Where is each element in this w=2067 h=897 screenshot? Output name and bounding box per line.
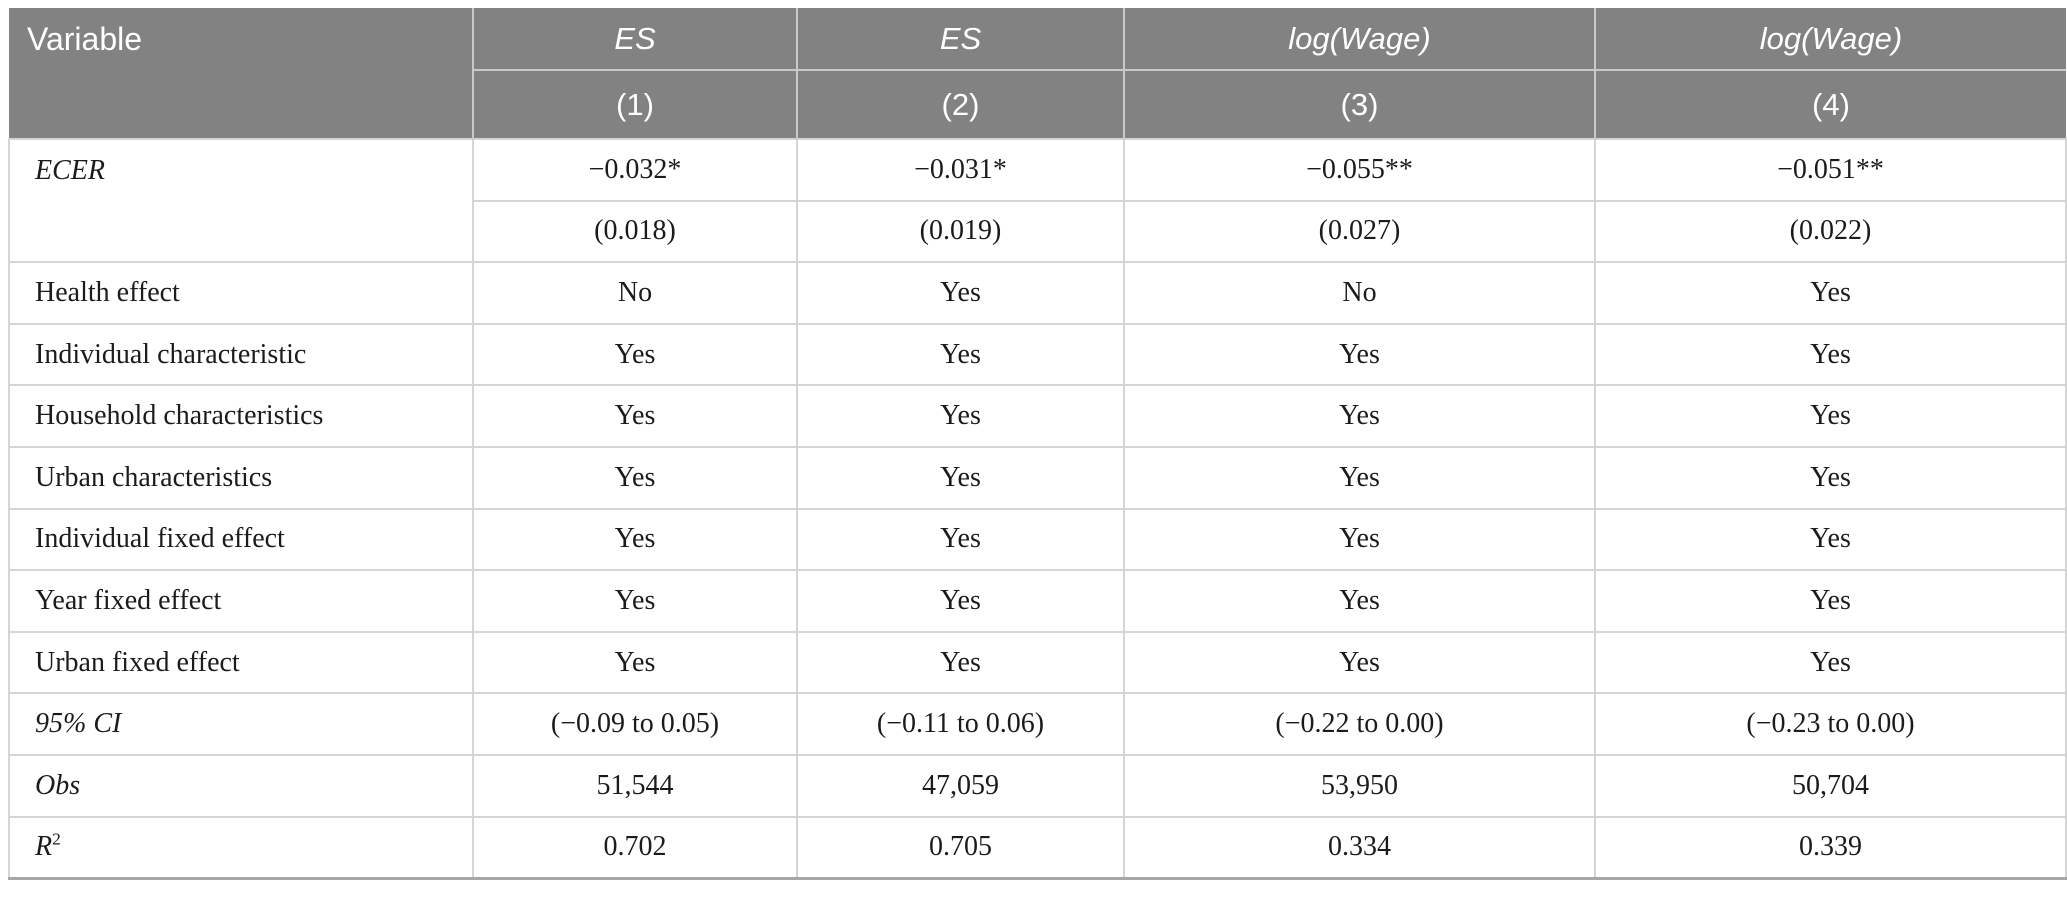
- table-row-health-effect: Health effect No Yes No Yes: [8, 261, 2067, 325]
- row-label-obs: Obs: [8, 753, 474, 818]
- row-label-household-characteristics: Household characteristics: [8, 384, 474, 448]
- table-cell: Yes: [1123, 384, 1596, 448]
- table-cell: Yes: [796, 261, 1125, 325]
- table-cell: (0.018): [472, 199, 798, 264]
- table-cell: (0.019): [796, 199, 1125, 264]
- table-cell: Yes: [796, 445, 1125, 510]
- table-cell: Yes: [472, 445, 798, 510]
- table-cell: 50,704: [1594, 753, 2067, 818]
- table-cell: 0.702: [472, 815, 798, 880]
- table-row-individual-fixed-effect: Individual fixed effect Yes Yes Yes Yes: [8, 507, 2067, 572]
- table-cell: 53,950: [1123, 753, 1596, 818]
- table-row-urban-characteristics: Urban characteristics Yes Yes Yes Yes: [8, 445, 2067, 510]
- table-row-95-ci: 95% CI (−0.09 to 0.05) (−0.11 to 0.06) (…: [8, 692, 2067, 756]
- table-cell: 0.334: [1123, 815, 1596, 880]
- table-row-r-squared: R2 0.702 0.705 0.334 0.339: [8, 815, 2067, 880]
- table-cell: Yes: [1123, 569, 1596, 633]
- column-header-model-1: ES: [472, 8, 797, 71]
- table-row-urban-fixed-effect: Urban fixed effect Yes Yes Yes Yes: [8, 630, 2067, 695]
- table-cell: Yes: [796, 630, 1125, 695]
- table-row-ecer-coefficient: ECER −0.032* −0.031* −0.055** −0.051**: [8, 137, 2067, 264]
- table-row-household-characteristics: Household characteristics Yes Yes Yes Ye…: [8, 384, 2067, 448]
- table-cell: −0.032*: [472, 138, 798, 202]
- column-header-model-3: log(Wage): [1123, 8, 1595, 71]
- column-header-number-1: (1): [472, 70, 797, 139]
- table-cell: No: [1123, 261, 1596, 325]
- r-squared-base: R: [35, 831, 53, 863]
- table-cell: Yes: [1594, 507, 2067, 572]
- table-cell: (−0.09 to 0.05): [472, 692, 798, 756]
- table-cell: Yes: [1123, 630, 1596, 695]
- table-cell: 0.705: [796, 815, 1125, 880]
- row-label-urban-fixed-effect: Urban fixed effect: [8, 630, 474, 695]
- row-label-r-squared: R2: [8, 815, 474, 880]
- table-cell: 47,059: [796, 753, 1125, 818]
- column-header-variable: Variable: [9, 8, 473, 139]
- table-cell: Yes: [1123, 322, 1596, 387]
- table-cell: Yes: [796, 507, 1125, 572]
- row-label-individual-fixed-effect: Individual fixed effect: [8, 507, 474, 572]
- table-cell: No: [472, 261, 798, 325]
- table-cell: (0.027): [1123, 199, 1596, 264]
- column-header-model-4: log(Wage): [1594, 8, 2066, 71]
- table-cell: −0.031*: [796, 138, 1125, 202]
- row-label-urban-characteristics: Urban characteristics: [8, 445, 474, 510]
- table-cell: Yes: [1594, 322, 2067, 387]
- regression-results-table: Variable ES ES log(Wage) log(Wage) (1) (…: [8, 8, 2067, 880]
- table-cell: (−0.22 to 0.00): [1123, 692, 1596, 756]
- row-label-ecer: ECER: [8, 137, 474, 264]
- column-header-number-4: (4): [1594, 70, 2066, 139]
- table-cell: 0.339: [1594, 815, 2067, 880]
- table-cell: −0.055**: [1123, 138, 1596, 202]
- column-header-number-2: (2): [796, 70, 1124, 139]
- row-label-95-ci: 95% CI: [8, 692, 474, 756]
- table-cell: (−0.23 to 0.00): [1594, 692, 2067, 756]
- regression-results-table-wrap: Variable ES ES log(Wage) log(Wage) (1) (…: [8, 8, 2067, 880]
- table-row-year-fixed-effect: Year fixed effect Yes Yes Yes Yes: [8, 569, 2067, 633]
- table-cell: Yes: [472, 322, 798, 387]
- header-row-models: Variable ES ES log(Wage) log(Wage): [9, 8, 2066, 139]
- table-row-obs: Obs 51,544 47,059 53,950 50,704: [8, 753, 2067, 818]
- table-cell: Yes: [796, 384, 1125, 448]
- table-cell: −0.051**: [1594, 138, 2067, 202]
- table-cell: 51,544: [472, 753, 798, 818]
- table-cell: Yes: [796, 569, 1125, 633]
- table-cell: Yes: [1123, 507, 1596, 572]
- column-header-number-3: (3): [1123, 70, 1595, 139]
- row-label-year-fixed-effect: Year fixed effect: [8, 569, 474, 633]
- table-body: ECER −0.032* −0.031* −0.055** −0.051** (…: [8, 137, 2067, 880]
- table-row-individual-characteristic: Individual characteristic Yes Yes Yes Ye…: [8, 322, 2067, 387]
- row-label-health-effect: Health effect: [8, 261, 474, 325]
- table-cell: Yes: [796, 322, 1125, 387]
- header-row-numbers: (1) (2) (3) (4): [9, 70, 2066, 139]
- table-cell: Yes: [1123, 445, 1596, 510]
- table-cell: Yes: [472, 507, 798, 572]
- table-cell: Yes: [472, 384, 798, 448]
- table-cell: Yes: [1594, 261, 2067, 325]
- column-header-model-2: ES: [796, 8, 1124, 71]
- table-cell: Yes: [1594, 569, 2067, 633]
- table-header: Variable ES ES log(Wage) log(Wage) (1) (…: [9, 8, 2066, 139]
- table-row-ecer-stderr: (0.018) (0.019) (0.027) (0.022): [9, 199, 2067, 264]
- table-cell: Yes: [1594, 384, 2067, 448]
- r-squared-exponent: 2: [52, 829, 61, 849]
- table-cell: (−0.11 to 0.06): [796, 692, 1125, 756]
- table-cell: Yes: [1594, 630, 2067, 695]
- table-cell: (0.022): [1594, 199, 2067, 264]
- table-cell: Yes: [472, 569, 798, 633]
- table-cell: Yes: [1594, 445, 2067, 510]
- table-cell: Yes: [472, 630, 798, 695]
- row-label-individual-characteristic: Individual characteristic: [8, 322, 474, 387]
